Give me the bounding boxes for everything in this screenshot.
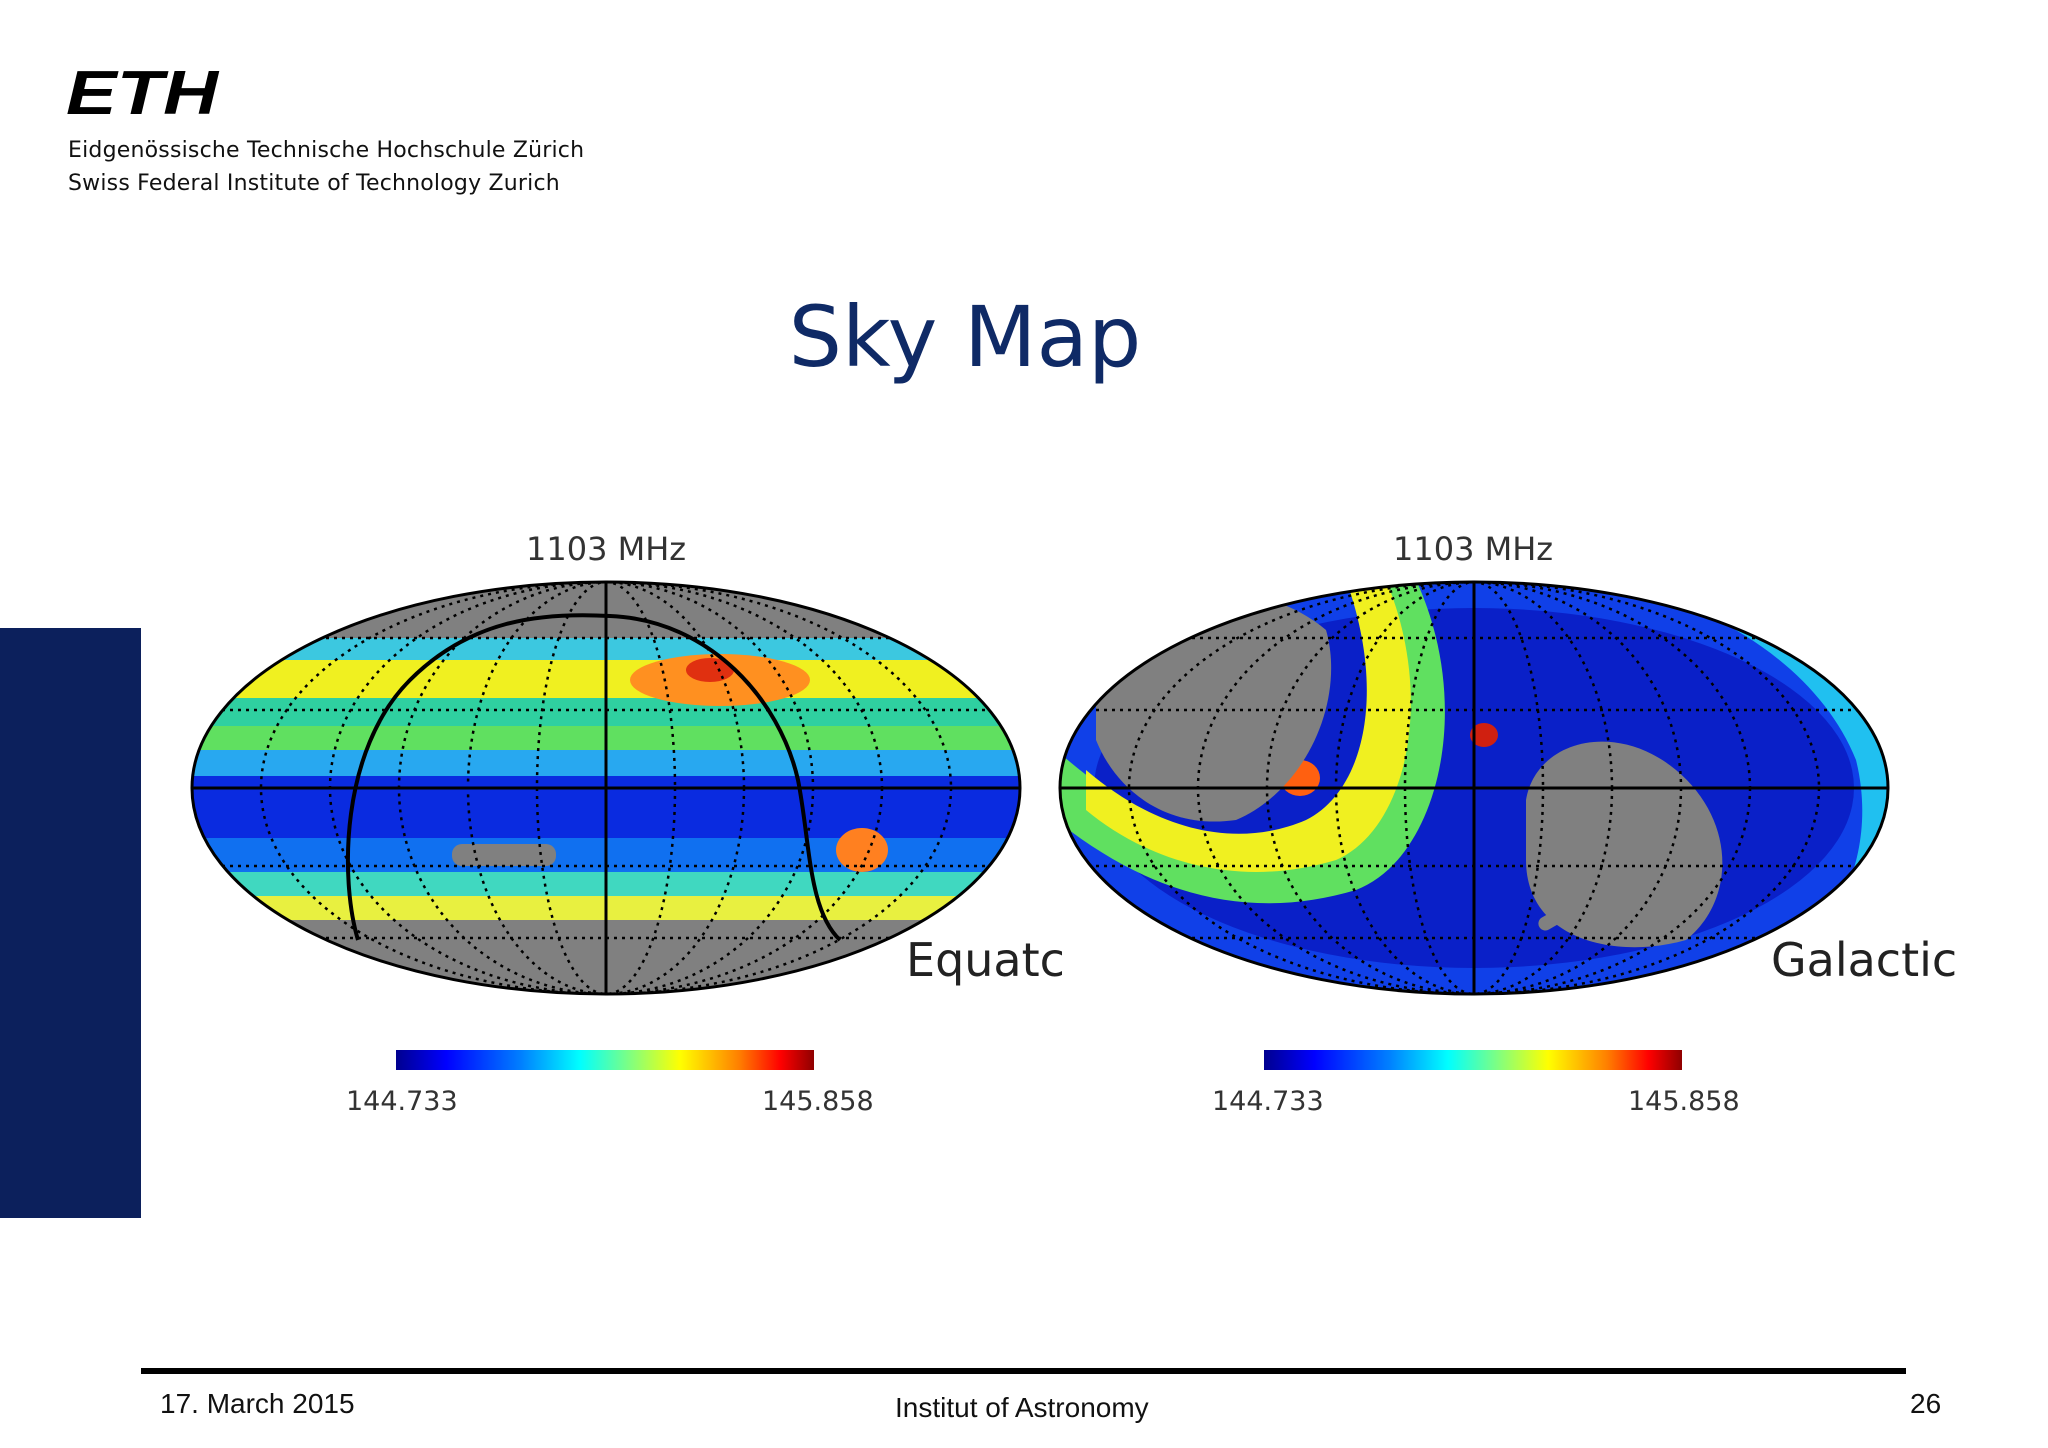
footer-date: 17. March 2015: [160, 1388, 355, 1419]
colorbar-galactic: [1264, 1050, 1682, 1070]
frequency-label: 1103 MHz: [1393, 530, 1554, 568]
colorbar-min-value: 144.733: [1212, 1086, 1324, 1117]
coordinate-frame-label: Equatc: [906, 934, 1062, 986]
colorbar-max-value: 145.858: [1628, 1086, 1740, 1117]
equatorial-sky-map: 1103 MHz: [190, 520, 1070, 1000]
institution-name-english: Swiss Federal Institute of Technology Zu…: [68, 171, 560, 196]
galactic-sky-map: 1103 MHz: [1056, 520, 1976, 1000]
frequency-label: 1103 MHz: [526, 530, 687, 568]
svg-text:ETH: ETH: [66, 64, 220, 122]
slide-title: Sky Map: [788, 288, 1142, 386]
colorbar-max-value: 145.858: [762, 1086, 874, 1117]
footer-divider: [141, 1368, 1906, 1374]
coordinate-frame-label: Galactic: [1771, 934, 1964, 986]
page-number: 26: [1910, 1388, 1942, 1419]
galactic-mollweide-plot: [1058, 580, 1890, 996]
equatorial-mollweide-plot: [190, 580, 1022, 996]
side-accent-bar: [0, 628, 141, 1218]
footer-institute: Institut of Astronomy: [895, 1392, 1149, 1423]
colorbar-equatorial: [396, 1050, 814, 1070]
eth-logo: ETH: [66, 64, 222, 122]
institution-name-german: Eidgenössische Technische Hochschule Zür…: [68, 138, 585, 163]
colorbar-min-value: 144.733: [346, 1086, 458, 1117]
